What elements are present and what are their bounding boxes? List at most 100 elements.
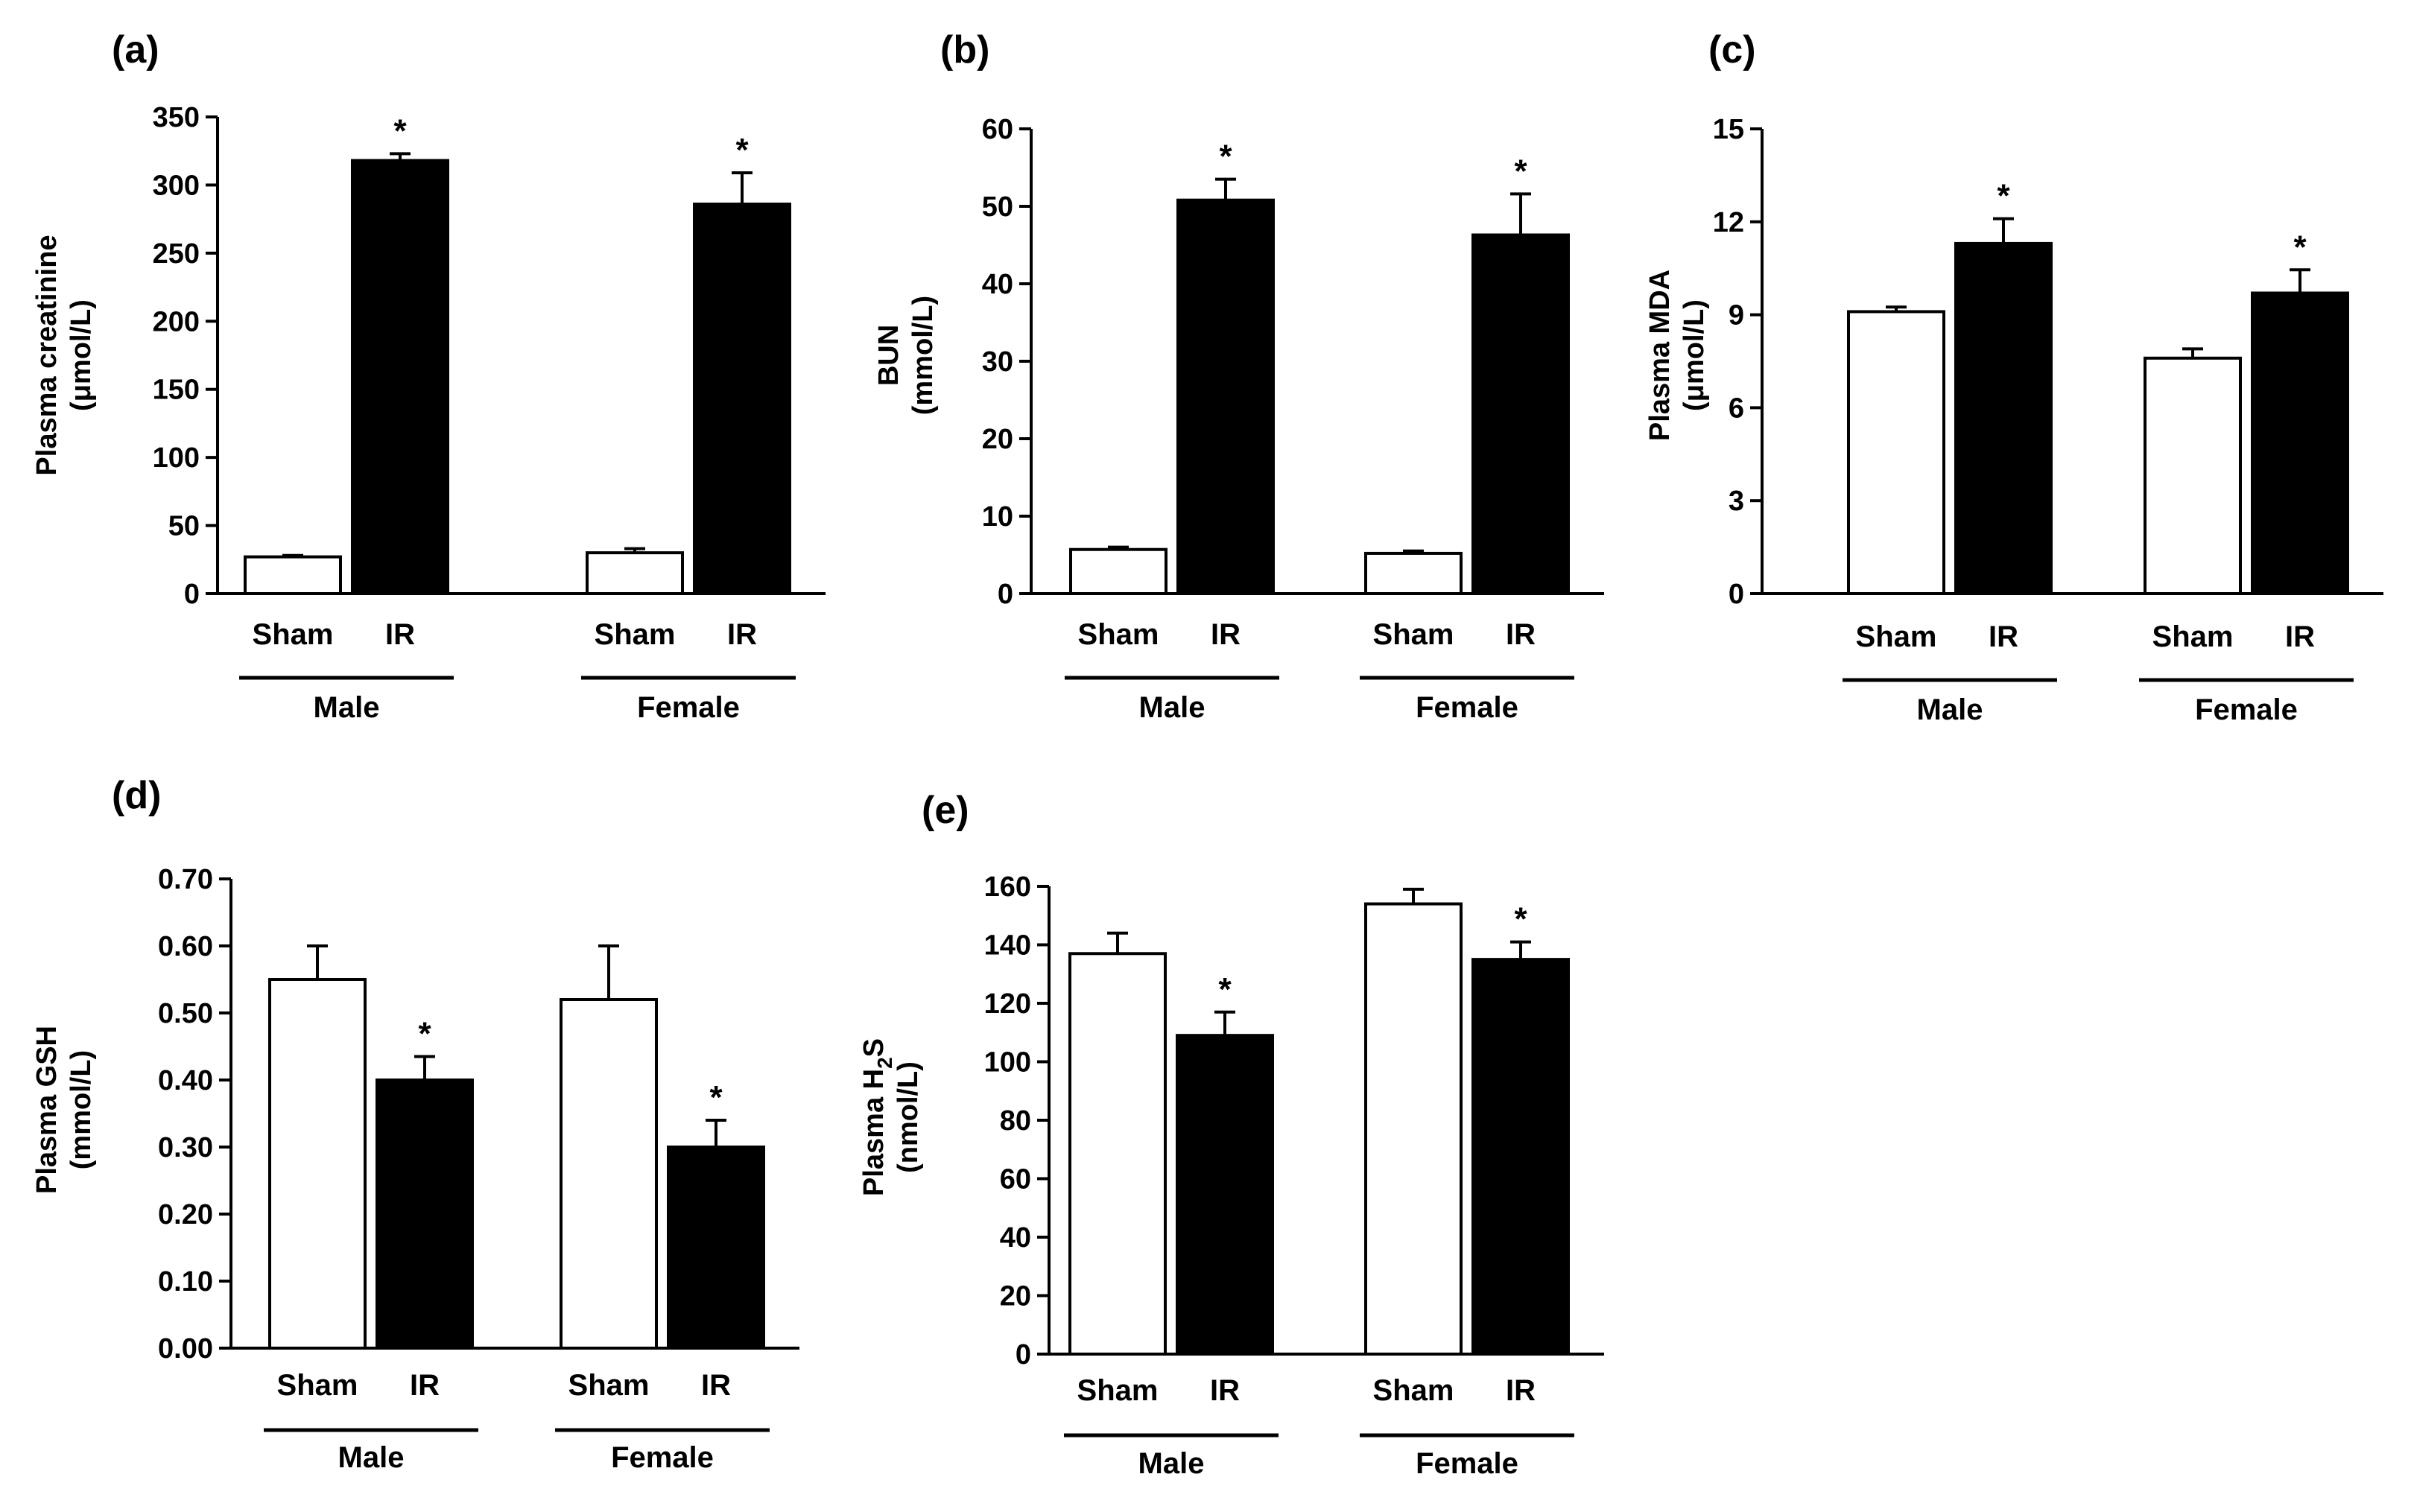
chart-panel-1: (a) 0 50 100 150 200 250 300 350 Plasma creatinin…	[31, 28, 826, 724]
chart-panel-4: (d) 0.00 0.10 0.20 0.30 0.40 0.50 0.60 0.70 Plasm…	[31, 774, 799, 1474]
group-label: Female	[2195, 693, 2298, 726]
group-label: Male	[1139, 691, 1206, 724]
chart-panel-2: (b) 0 10 20 30 40 50 60 BUN (mmol/L) Sham * IR Male Sh…	[873, 28, 1604, 724]
y-tick-label: 100	[984, 1047, 1031, 1079]
y-axis-title-text: Plasma GSH	[31, 1026, 63, 1194]
significance-marker: *	[1514, 153, 1527, 189]
y-tick-label: 15	[1713, 114, 1744, 145]
condition-label: IR	[727, 618, 757, 651]
group-label: Female	[637, 691, 740, 724]
y-axis-title-text: Plasma creatinine	[31, 235, 63, 475]
bar-ir-female	[2251, 291, 2349, 595]
y-axis-title-line1: Plasma H2S	[858, 1038, 896, 1196]
y-tick-label: 12	[1713, 207, 1744, 238]
bar-ir-male	[1954, 241, 2053, 595]
y-axis-title: Plasma creatinine (μmol/L)	[31, 235, 97, 475]
bar-sham-female	[586, 551, 684, 596]
bar-ir-male	[376, 1079, 474, 1350]
y-tick-label: 40	[982, 269, 1013, 300]
y-tick-label: 0.00	[158, 1333, 213, 1365]
y-tick-label: 200	[153, 306, 200, 337]
significance-marker: *	[1218, 971, 1232, 1008]
y-tick-label: 250	[153, 238, 200, 270]
y-tick-label: 10	[982, 501, 1013, 533]
condition-label: Sham	[1856, 620, 1937, 653]
bar-sham-male	[1068, 952, 1167, 1356]
y-tick-label: 0	[1729, 579, 1744, 610]
significance-marker: *	[1997, 178, 2010, 215]
bar-ir-female	[1471, 958, 1570, 1356]
significance-marker: *	[1219, 139, 1232, 175]
y-tick-label: 6	[1729, 393, 1744, 424]
significance-marker: *	[418, 1016, 431, 1052]
y-tick-label: 350	[153, 102, 200, 133]
group-label: Male	[1917, 693, 1983, 726]
y-axis-title-line1: Plasma creatinine	[31, 235, 63, 475]
y-tick-label: 0	[184, 579, 200, 610]
condition-label: IR	[1210, 1374, 1240, 1407]
panel-label: (e)	[922, 789, 969, 832]
y-axis-title-text: BUN	[873, 325, 904, 386]
y-axis-title-line1: Plasma GSH	[31, 1026, 63, 1194]
condition-label: IR	[701, 1369, 731, 1402]
group-label: Female	[611, 1441, 714, 1474]
panel-label: (d)	[112, 774, 161, 817]
panel-label: (a)	[112, 28, 159, 72]
y-tick-label: 50	[982, 191, 1013, 223]
condition-label: Sham	[1373, 1374, 1454, 1407]
condition-label: IR	[1506, 1374, 1536, 1407]
condition-label: Sham	[1373, 618, 1454, 651]
group-label: Female	[1416, 691, 1518, 724]
bar-ir-male	[1176, 198, 1275, 595]
y-tick-label: 0.60	[158, 931, 213, 962]
panel-label: (c)	[1708, 28, 1756, 72]
bar-ir-female	[693, 203, 791, 595]
y-tick-label: 120	[984, 988, 1031, 1020]
condition-label: Sham	[568, 1369, 650, 1402]
y-axis-title-unit: (mmol/L)	[907, 296, 939, 415]
significance-marker: *	[735, 132, 749, 168]
y-axis-title-text: Plasma H	[858, 1069, 890, 1196]
bar-sham-female	[1364, 902, 1463, 1356]
y-tick-label: 3	[1729, 486, 1744, 517]
chart-panel-5: (e) 0 20 40 60 80 100 120 140 160 Plasma H2S(nmol/…	[858, 789, 1604, 1480]
bar-sham-male	[244, 555, 342, 596]
condition-label: Sham	[2152, 620, 2234, 653]
condition-label: Sham	[277, 1369, 358, 1402]
y-tick-label: 40	[1000, 1222, 1031, 1254]
y-axis-title: Plasma H2S(nmol/L)	[858, 1038, 924, 1196]
y-axis-title-unit: (μmol/L)	[66, 299, 97, 411]
group-label: Male	[338, 1441, 405, 1474]
condition-label: IR	[1989, 620, 2018, 653]
bar-ir-male	[351, 159, 449, 595]
bar-ir-female	[1471, 233, 1570, 595]
y-tick-label: 0.20	[158, 1199, 213, 1230]
y-tick-label: 300	[153, 170, 200, 201]
y-tick-label: 9	[1729, 300, 1744, 331]
y-axis-title-tail: S	[858, 1038, 890, 1057]
y-tick-label: 60	[1000, 1164, 1031, 1195]
y-tick-label: 0.50	[158, 998, 213, 1029]
y-axis-title-line1: Plasma MDA	[1644, 270, 1676, 441]
y-tick-label: 80	[1000, 1105, 1031, 1137]
condition-label: IR	[1506, 618, 1536, 651]
significance-marker: *	[2293, 229, 2307, 265]
condition-label: Sham	[1077, 1374, 1159, 1407]
panel-label: (b)	[940, 28, 989, 72]
condition-label: IR	[410, 1369, 440, 1402]
bar-sham-male	[1069, 547, 1168, 595]
condition-label: Sham	[1078, 618, 1159, 651]
y-tick-label: 30	[982, 346, 1013, 378]
y-tick-label: 0.70	[158, 864, 213, 895]
significance-marker: *	[393, 112, 407, 149]
y-tick-label: 100	[153, 442, 200, 474]
bar-ir-female	[667, 1146, 765, 1350]
bar-sham-female	[1364, 551, 1463, 595]
y-tick-label: 60	[982, 114, 1013, 145]
y-tick-label: 0.10	[158, 1266, 213, 1297]
condition-label: IR	[385, 618, 415, 651]
condition-label: Sham	[253, 618, 334, 651]
bar-sham-female	[560, 998, 658, 1350]
y-tick-label: 0	[998, 579, 1013, 610]
